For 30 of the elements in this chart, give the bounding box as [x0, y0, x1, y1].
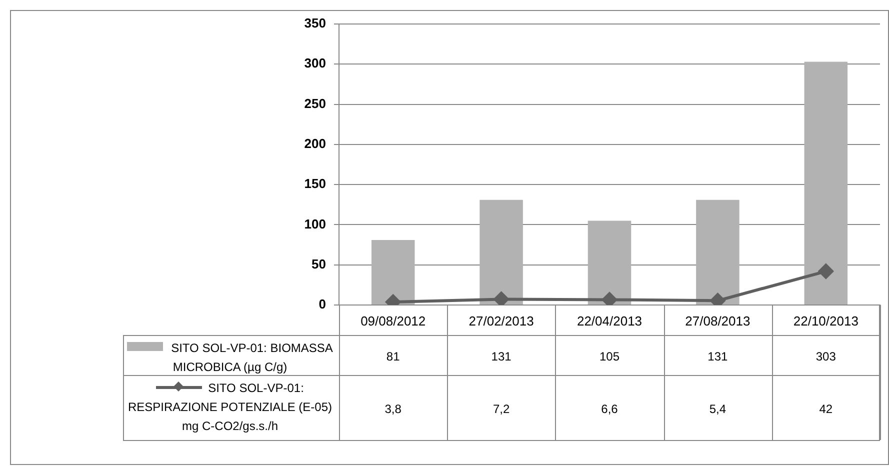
y-tick-label: 0 — [318, 296, 326, 312]
y-tick-label: 350 — [304, 16, 326, 31]
legend-label: SITO SOL-VP-01: RESPIRAZIONE POTENZIALE (E-05) mg C-CO2/gs.s./h — [128, 381, 332, 433]
data-label: 7,2 — [492, 402, 510, 416]
x-tick-label: 27/08/2013 — [685, 313, 750, 328]
data-label: 3,8 — [384, 402, 402, 416]
y-tick-label: 250 — [304, 96, 326, 111]
y-tick-label: 200 — [304, 136, 326, 152]
y-tick-label: 300 — [304, 56, 326, 71]
bar — [588, 220, 632, 304]
x-tick-label: 22/04/2013 — [576, 313, 642, 328]
bar — [480, 200, 523, 304]
data-label: 42 — [819, 402, 833, 416]
bar — [371, 240, 415, 304]
bar — [696, 200, 740, 304]
x-tick-label: 09/08/2012 — [360, 313, 426, 328]
y-tick-label: 100 — [304, 216, 326, 232]
legend-label: SITO SOL-VP-01: BIOMASSA MICROBICA (µg C/g) — [171, 341, 333, 374]
data-label: 5,4 — [709, 402, 726, 416]
bar — [804, 62, 848, 304]
data-label: 81 — [386, 349, 400, 364]
y-tick-label: 50 — [312, 256, 326, 272]
data-label: 131 — [491, 349, 512, 364]
y-tick-label: 150 — [304, 176, 326, 192]
data-label: 303 — [816, 349, 836, 364]
data-label: 105 — [599, 349, 620, 364]
x-tick-label: 27/02/2013 — [468, 313, 534, 328]
data-label: 131 — [708, 349, 728, 364]
x-tick-label: 22/10/2013 — [793, 313, 858, 328]
data-label: 6,6 — [601, 402, 618, 416]
